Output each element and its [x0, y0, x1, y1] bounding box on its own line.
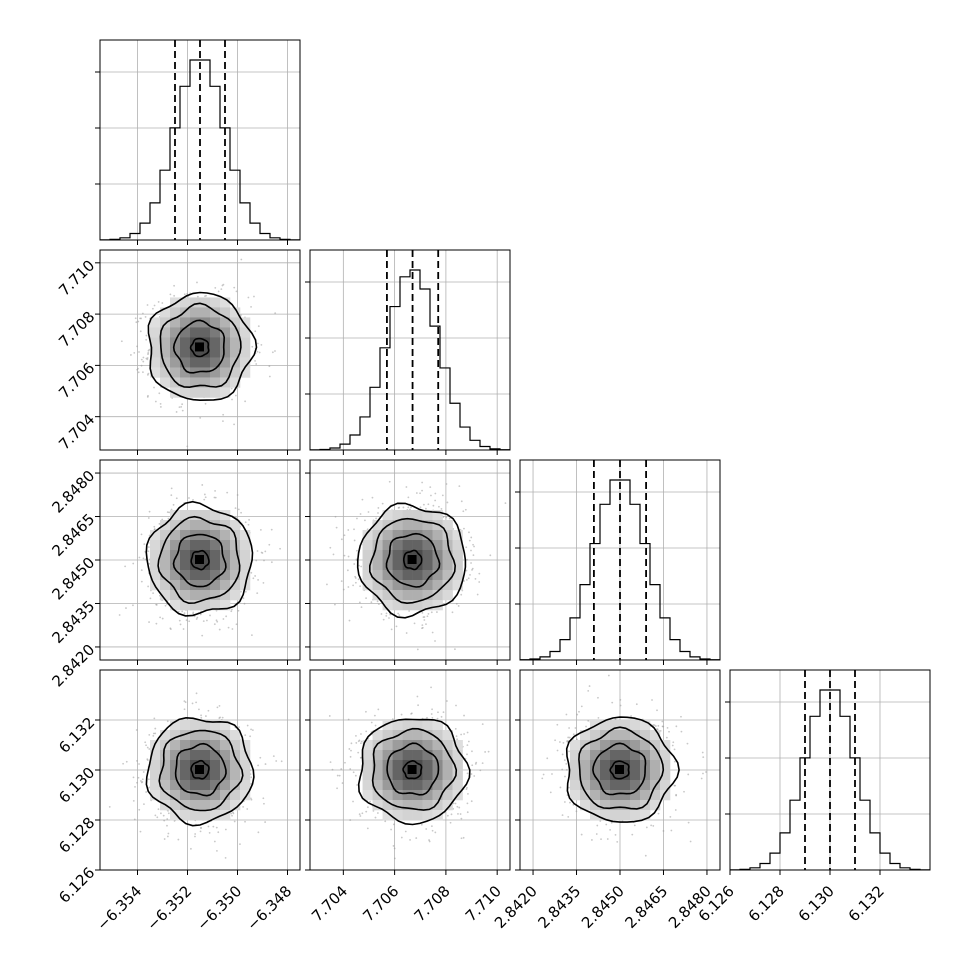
- panel-0-0: [95, 39, 301, 245]
- contour-0: [356, 502, 467, 619]
- x-tick-label: 7.706: [359, 882, 402, 925]
- contour-3: [189, 337, 210, 358]
- y-tick-label: 2.8450: [49, 554, 99, 604]
- contour-3: [190, 549, 210, 571]
- contour-2: [174, 742, 227, 797]
- contour-3: [609, 760, 630, 780]
- y-tick-label: 6.128: [55, 814, 98, 857]
- contour-1: [159, 302, 242, 389]
- x-tick-label: 2.8450: [578, 882, 628, 932]
- density-peak: [195, 765, 204, 774]
- axes-frame: [729, 669, 931, 871]
- axes-frame: [519, 669, 721, 871]
- grid-lines: [520, 460, 720, 660]
- contour-0: [145, 500, 254, 617]
- panel-2-2: [515, 459, 721, 665]
- x-tick-label: −6.348: [243, 882, 295, 934]
- contour-1: [578, 726, 665, 810]
- contour-2: [386, 742, 440, 796]
- x-tick-label: −6.350: [193, 882, 245, 934]
- x-tick-label: 7.704: [308, 882, 351, 925]
- x-tick-label: 6.130: [795, 882, 838, 925]
- density-peak: [615, 765, 624, 774]
- contour-3: [402, 759, 423, 780]
- contour-1: [157, 515, 241, 605]
- histogram-0: [100, 59, 300, 240]
- x-tick-label: 2.8435: [534, 882, 584, 932]
- contour-2: [172, 533, 227, 588]
- x-tick-label: 6.132: [845, 882, 888, 925]
- contour-2: [172, 319, 226, 374]
- contour-2: [385, 532, 441, 588]
- histogram-1: [310, 269, 510, 450]
- panel-3-0: 6.126 6.128 6.130 6.132 −6.354−6.352−6.350−6…: [55, 669, 301, 934]
- axes-frame: [309, 249, 511, 451]
- contour-1: [371, 727, 458, 811]
- panel-3-1: 7.704 7.706 7.708 7.710: [305, 669, 511, 925]
- axes-frame: [99, 249, 301, 451]
- axes-frame: [309, 459, 511, 661]
- axes-frame: [99, 39, 301, 241]
- density-peak: [195, 555, 204, 564]
- axes-frame: [99, 669, 301, 871]
- contour-0: [357, 718, 471, 826]
- contour-0: [565, 716, 680, 823]
- contour-3: [190, 759, 210, 780]
- density-peak: [407, 555, 417, 564]
- y-tick-label: 7.708: [55, 308, 98, 351]
- density-peak: [195, 342, 204, 352]
- y-tick-label: 7.710: [55, 256, 98, 299]
- y-tick-label: 2.8420: [49, 641, 99, 691]
- panel-1-0: 7.704 7.706 7.708 7.710: [55, 249, 301, 455]
- grid-lines: [310, 250, 510, 450]
- panel-2-1: [305, 459, 511, 665]
- x-tick-label: −6.354: [93, 882, 145, 934]
- contour-2: [592, 742, 647, 796]
- x-tick-label: 2.8465: [621, 882, 671, 932]
- x-tick-label: −6.352: [143, 882, 195, 934]
- contour-0: [145, 716, 255, 827]
- y-tick-label: 7.704: [55, 410, 98, 453]
- contour-1: [369, 517, 457, 605]
- x-tick-label: 6.128: [745, 882, 788, 925]
- panel-1-1: [305, 249, 511, 455]
- histogram-3: [730, 689, 930, 870]
- y-tick-label: 2.8480: [49, 467, 99, 517]
- histogram-2: [520, 479, 720, 660]
- y-tick-label: 7.706: [55, 359, 98, 402]
- axes-frame: [519, 459, 721, 661]
- y-tick-label: 2.8435: [49, 597, 99, 647]
- contour-0: [147, 291, 258, 402]
- panel-3-3: 6.126 6.128 6.130 6.132: [695, 669, 931, 925]
- density-peak: [407, 765, 417, 774]
- contour-3: [403, 549, 423, 571]
- y-tick-label: 6.130: [55, 764, 98, 807]
- y-tick-label: 6.126: [55, 864, 98, 907]
- y-tick-label: 2.8465: [49, 510, 99, 560]
- x-tick-label: 7.708: [411, 882, 454, 925]
- contour-1: [158, 729, 244, 812]
- axes-frame: [309, 669, 511, 871]
- axes-frame: [99, 459, 301, 661]
- y-tick-label: 6.132: [55, 714, 98, 757]
